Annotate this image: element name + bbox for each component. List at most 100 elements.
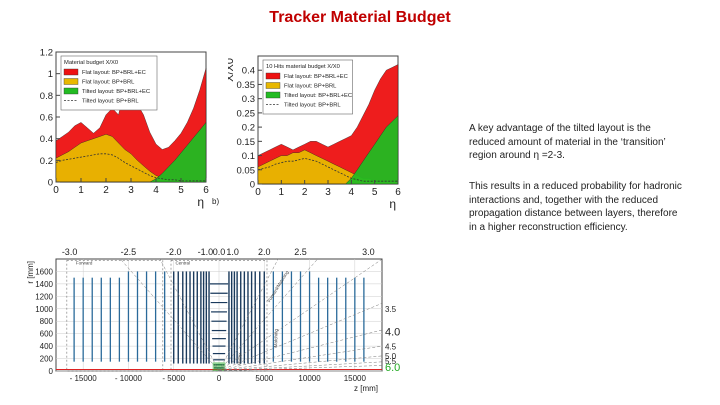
eta-label-top: 2.0 — [258, 247, 271, 257]
legend-entry: Flat layout: BP+BRL+EC — [82, 70, 146, 76]
z-axis-label: z [mm] — [354, 384, 378, 393]
x-tick-label: 2 — [103, 185, 109, 196]
x-axis-label: η — [389, 197, 396, 211]
legend-entry: Tilted layout: BP+BRL+EC — [284, 93, 352, 99]
eta-line — [218, 345, 383, 372]
r-tick-label: 800 — [40, 317, 54, 326]
eta-label-top: 1.0 — [226, 247, 239, 257]
eta-line — [218, 355, 383, 372]
y-tick-label: 0.2 — [40, 156, 53, 167]
r-tick-label: 400 — [40, 342, 54, 351]
x-tick-label: 0 — [255, 187, 261, 198]
y-tick-label: 0.35 — [237, 80, 256, 91]
eta-line — [218, 365, 383, 372]
region-label: Central — [176, 261, 191, 266]
reconstruction-efficiency-note: This results in a reduced probability fo… — [469, 181, 682, 233]
series-area-2 — [56, 121, 207, 183]
region-label: Vertex — [237, 352, 242, 366]
vertex-region — [212, 362, 226, 371]
x-tick-label: 6 — [395, 187, 401, 198]
legend-swatch — [265, 72, 281, 80]
y-tick-label: 0.8 — [40, 91, 53, 102]
y-tick-label: 0 — [250, 180, 255, 191]
z-tick-label: - 10000 — [115, 374, 143, 383]
r-tick-label: 600 — [40, 330, 54, 339]
legend-entry: Flat layout: BP+BRL — [82, 80, 135, 86]
x-tick-label: 2 — [302, 187, 308, 198]
region-label: Matching — [273, 328, 279, 347]
y-tick-label: 0.3 — [242, 94, 255, 105]
x-tick-label: 3 — [128, 185, 134, 196]
z-tick-label: - 5000 — [162, 374, 185, 383]
legend-entry: Tilted layout: BP+BRL — [284, 103, 341, 109]
eta-label-top: -2.5 — [121, 247, 137, 257]
legend-entry: Flat layout: BP+BRL+EC — [284, 74, 348, 80]
eta-label-top: -2.0 — [166, 247, 182, 257]
legend-swatch — [63, 87, 79, 95]
r-tick-label: 0 — [49, 367, 54, 376]
material-budget-chart-10-hits: 0 1 2 3 4 5 6 0 0.05 0.1 0.15 0.2 0.25 0.3 0.35 0.4 η X/X… — [228, 55, 401, 211]
x-tick-label: 4 — [349, 187, 355, 198]
y-tick-label: 0.05 — [237, 165, 256, 176]
eta-label-top: -1.0 — [198, 247, 214, 257]
z-tick-label: - 15000 — [70, 374, 98, 383]
x-tick-label: 3 — [325, 187, 331, 198]
x-tick-label: 1 — [279, 187, 285, 198]
x-tick-label: 4 — [153, 185, 159, 196]
eta-label-top: 0.0 — [213, 247, 226, 257]
r-tick-label: 200 — [40, 355, 54, 364]
y-tick-label: 1.2 — [40, 48, 53, 59]
r-tick-label: 1600 — [35, 267, 53, 276]
z-tick-label: 15000 — [344, 374, 367, 383]
slide-title: Tracker Material Budget — [269, 9, 451, 26]
eta-label-right: 5.0 — [385, 352, 397, 361]
eta-label-right: 4.5 — [385, 343, 397, 352]
legend-title: 10 Hits material budget X/X0 — [266, 64, 340, 70]
eta-label-top: 3.0 — [362, 247, 375, 257]
y-tick-label: 0.2 — [242, 123, 255, 134]
legend-title: Material budget X/X0 — [64, 60, 118, 66]
eta-line — [218, 258, 383, 372]
legend-swatch — [63, 68, 79, 76]
eta-label-right: 4.0 — [385, 326, 400, 338]
z-tick-label: 10000 — [298, 374, 321, 383]
eta-line — [218, 258, 279, 372]
eta-label-top: -3.0 — [62, 247, 78, 257]
y-tick-label: 0.1 — [242, 151, 255, 162]
eta-line — [218, 303, 383, 372]
x-tick-label: 1 — [78, 185, 84, 196]
y-tick-label: 0.4 — [40, 134, 53, 145]
r-axis-label: r [mm] — [26, 261, 35, 284]
legend-swatch — [63, 78, 79, 85]
z-tick-label: 5000 — [255, 374, 273, 383]
legend-entry: Flat layout: BP+BRL — [284, 84, 337, 90]
y-tick-label: 0.6 — [40, 113, 53, 124]
legend-entry: Tilted layout: BP+BRL+EC — [82, 89, 150, 95]
x-tick-label: 6 — [203, 185, 209, 196]
y-tick-label: 0.15 — [237, 137, 256, 148]
eta-label-right: 5.5 — [385, 357, 397, 366]
y-axis-label: X/X0 — [228, 58, 236, 82]
x-tick-label: 5 — [372, 187, 378, 198]
eta-line — [218, 329, 383, 372]
x-axis-label: η — [197, 195, 204, 209]
eta-line — [218, 361, 383, 372]
y-axis-label: X/X0 — [32, 54, 34, 78]
x-tick-label: 5 — [178, 185, 184, 196]
eta-label-right: 6.0 — [385, 362, 400, 374]
eta-label-top: 2.5 — [294, 247, 307, 257]
r-tick-label: 1400 — [35, 280, 53, 289]
region-label: Forward — [76, 261, 93, 266]
legend-entry: Tilted layout: BP+BRL — [82, 99, 139, 105]
r-tick-label: 1200 — [35, 292, 53, 301]
series-area-2 — [258, 115, 399, 185]
eta-line — [159, 258, 220, 372]
r-tick-label: 1000 — [35, 305, 53, 314]
material-budget-chart-flat-vs-tilted: 0 1 2 3 4 5 6 0 0.2 0.4 0.6 0.8 1 1.2 η X/X0 b) Material … — [32, 48, 219, 210]
z-tick-label: 0 — [217, 374, 222, 383]
y-tick-label: 0 — [48, 178, 53, 189]
tilted-layout-advantage-note: A key advantage of the tilted layout is … — [469, 123, 666, 161]
x-tick-label: 0 — [53, 185, 59, 196]
eta-label-right: 3.5 — [385, 305, 397, 314]
y-tick-label: 0.25 — [237, 108, 256, 119]
